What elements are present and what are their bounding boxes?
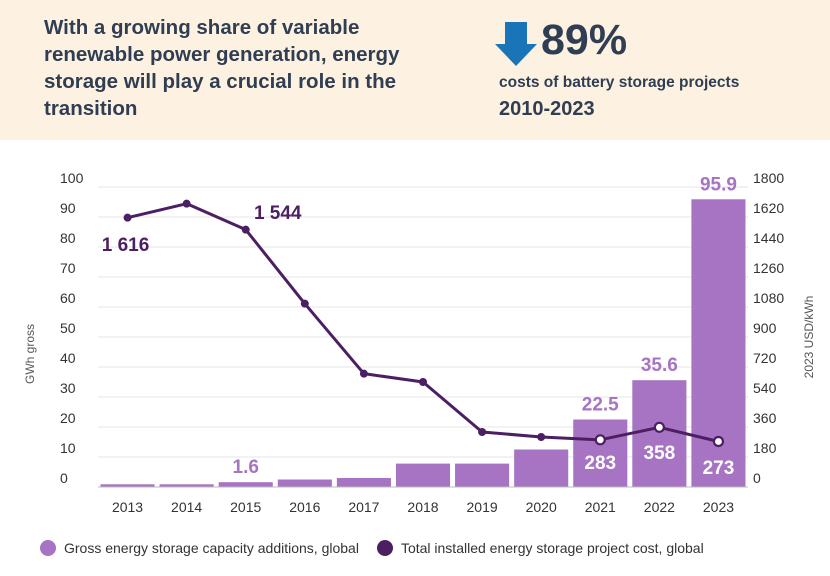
bar-2020 — [514, 449, 569, 487]
legend-bar-swatch — [40, 540, 56, 556]
x-tick-2018: 2018 — [407, 499, 438, 515]
left-tick-label: 20 — [60, 410, 76, 426]
bar-2022 — [632, 380, 687, 487]
bar-label-2023: 95.9 — [700, 174, 737, 195]
bar-label-2021: 22.5 — [582, 395, 619, 416]
point-2021 — [594, 434, 606, 446]
bar-2021 — [573, 419, 628, 487]
right-tick-label: 1620 — [753, 200, 784, 216]
legend-bar-label: Gross energy storage capacity additions,… — [64, 540, 359, 556]
kpi-period: 2010-2023 — [499, 98, 595, 120]
line-label-2022: 358 — [644, 443, 676, 464]
point-2017 — [359, 369, 368, 378]
right-tick-label: 900 — [753, 320, 777, 336]
x-tick-2020: 2020 — [526, 499, 557, 515]
right-tick-label: 1440 — [753, 230, 784, 246]
bar-2019 — [455, 463, 510, 487]
legend-item-line: Total installed energy storage project c… — [376, 540, 704, 556]
chart-legend: Gross energy storage capacity additions,… — [40, 540, 722, 556]
bar-label-2015: 1.6 — [233, 457, 259, 478]
x-tick-2019: 2019 — [467, 499, 498, 515]
left-tick-label: 70 — [60, 260, 76, 276]
left-tick-label: 100 — [60, 170, 84, 186]
x-tick-2015: 2015 — [230, 499, 261, 515]
point-2014 — [182, 199, 191, 208]
x-tick-2022: 2022 — [644, 499, 675, 515]
left-tick-label: 50 — [60, 320, 76, 336]
point-2022 — [653, 421, 665, 433]
bar-2018 — [395, 463, 451, 487]
legend-line-label: Total installed energy storage project c… — [400, 540, 704, 556]
down-arrow-icon — [495, 22, 537, 66]
bar-2017 — [336, 478, 391, 487]
bar-2014 — [159, 484, 214, 487]
point-2020 — [537, 433, 546, 441]
kpi-description: costs of battery storage projects — [499, 74, 740, 91]
cost-line — [127, 202, 719, 443]
line-label-2021: 283 — [584, 453, 616, 474]
headline: With a growing share of variable renewab… — [44, 16, 400, 120]
left-tick-label: 0 — [60, 470, 68, 486]
right-tick-label: 540 — [753, 380, 777, 396]
point-2016 — [300, 299, 309, 308]
right-axis-title: 2023 USD/kWh — [802, 296, 816, 379]
legend-item-bars: Gross energy storage capacity additions,… — [40, 540, 359, 556]
bar-label-2022: 35.6 — [641, 355, 678, 376]
x-tick-2021: 2021 — [585, 499, 616, 515]
point-2018 — [419, 378, 427, 386]
x-tick-2023: 2023 — [703, 499, 734, 515]
legend-line-swatch — [376, 540, 393, 556]
header-banner: With a growing share of variable renewab… — [0, 0, 830, 140]
x-tick-2016: 2016 — [289, 499, 320, 515]
point-2019 — [478, 428, 487, 436]
left-tick-label: 90 — [60, 200, 76, 216]
x-tick-2013: 2013 — [112, 499, 143, 515]
bar-2015 — [218, 482, 273, 487]
left-tick-label: 40 — [60, 350, 76, 366]
right-tick-label: 180 — [753, 440, 777, 456]
bar-2016 — [277, 479, 332, 487]
right-tick-label: 1260 — [753, 260, 784, 276]
kpi-value: 89% — [541, 16, 628, 64]
left-tick-label: 80 — [60, 230, 76, 246]
left-axis-title: GWh gross — [23, 324, 37, 384]
bar-2013 — [100, 484, 155, 487]
point-2023 — [712, 435, 725, 448]
right-tick-label: 720 — [753, 350, 777, 366]
point-2013 — [123, 213, 132, 222]
x-tick-2017: 2017 — [348, 499, 379, 515]
storage-chart: 0 0 10 180 20 360 30 540 40 720 50 900 60 1080 70 1260 8… — [23, 170, 816, 515]
left-tick-label: 60 — [60, 290, 76, 306]
x-tick-2014: 2014 — [171, 499, 202, 515]
line-label-2023: 273 — [703, 458, 735, 479]
right-tick-label: 1800 — [753, 170, 784, 186]
line-label-2015: 1 544 — [254, 203, 302, 224]
left-tick-label: 30 — [60, 380, 76, 396]
right-tick-label: 360 — [753, 410, 777, 426]
left-tick-label: 10 — [60, 440, 76, 456]
right-tick-label: 0 — [753, 470, 761, 486]
point-2015 — [241, 225, 250, 234]
line-label-2013: 1 616 — [102, 235, 150, 256]
right-tick-label: 1080 — [753, 290, 784, 306]
